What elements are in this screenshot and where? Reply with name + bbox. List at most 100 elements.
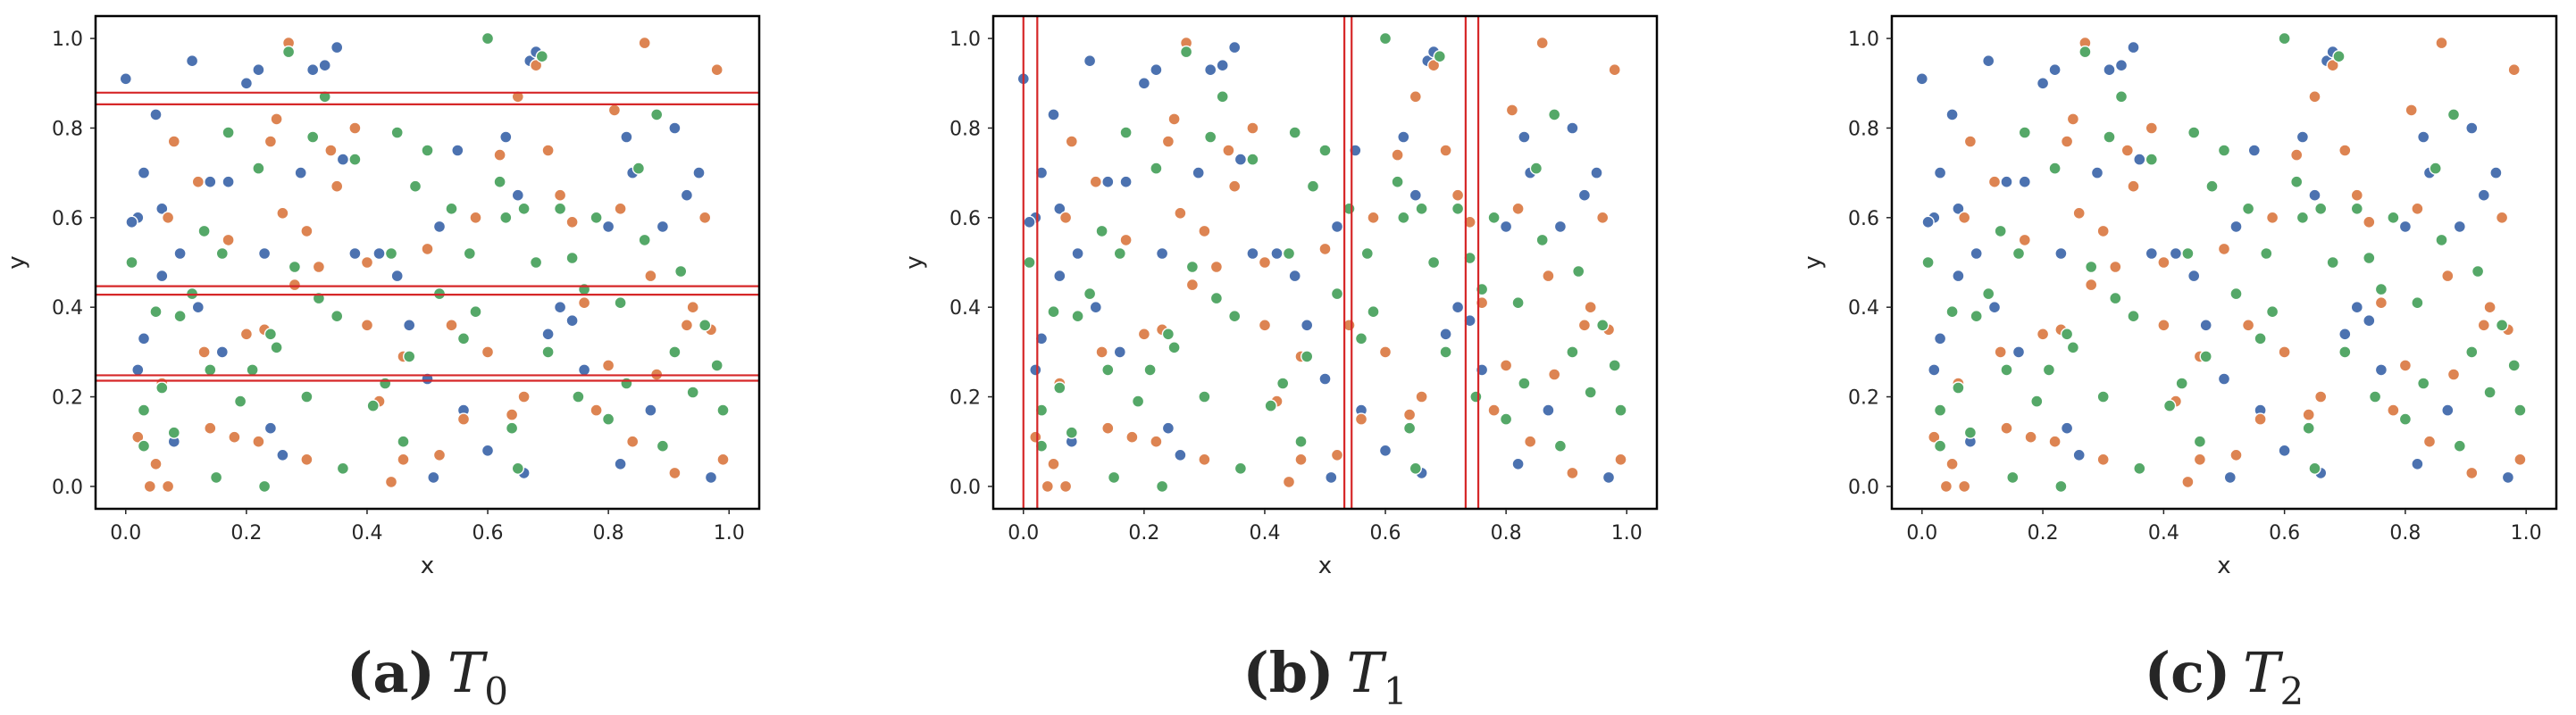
point-orange [1614,453,1627,466]
point-blue [1511,457,1525,470]
point-green [1994,224,2007,238]
point-green [1246,153,1259,166]
point-green [2011,246,2026,261]
point-orange [1487,403,1501,417]
point-green [246,363,259,377]
point-green [590,211,603,225]
y-tick-label: 0.8 [52,118,83,140]
x-tick-label: 0.6 [473,522,504,545]
point-orange [1209,260,1224,274]
point-green [1584,386,1597,399]
point-green [1354,332,1368,345]
point-blue [692,166,706,179]
point-green [493,175,506,188]
point-green [601,412,615,426]
point-orange [1101,421,1115,435]
y-axis-label: y [1800,255,1827,269]
point-blue [149,108,163,121]
point-blue [427,470,440,485]
point-green [1155,479,1169,494]
point-blue [2374,363,2388,377]
y-tick-label: 0.0 [52,477,83,499]
point-green [288,260,302,274]
scatter-points [119,31,730,494]
point-orange [1577,319,1592,332]
point-orange [1227,179,1242,193]
point-green [565,251,579,265]
point-orange [197,345,211,359]
point-blue [222,175,235,188]
point-green [1499,412,1513,426]
point-green [1608,359,1621,372]
point-green [2260,246,2273,261]
point-blue [2054,246,2068,261]
point-blue [318,58,331,72]
point-green [631,162,646,175]
point-green [2217,144,2231,157]
point-blue [2501,470,2515,485]
point-orange [1378,345,1393,359]
point-orange [1318,242,1332,256]
point-green [710,359,723,372]
point-green [1439,345,1452,359]
point-orange [1095,345,1108,359]
point-green [2296,211,2310,225]
point-green [2096,390,2110,403]
point-green [137,403,151,417]
point-orange [2465,466,2479,480]
point-orange [360,255,374,270]
point-orange [2241,319,2255,332]
plot-frame [991,14,1659,511]
point-blue [1161,421,1175,435]
point-green [1294,435,1308,448]
point-orange [565,215,579,229]
point-blue [2338,328,2352,341]
point-blue [620,130,633,144]
point-blue [185,54,199,68]
point-orange [541,144,555,157]
point-green [2199,350,2212,363]
point-blue [2145,246,2159,261]
y-tick-label: 0.6 [949,208,981,230]
point-orange [698,211,712,225]
point-blue [2090,166,2104,179]
x-tick-label: 1.0 [714,522,745,545]
point-blue [565,314,579,328]
point-green [1179,45,1193,59]
point-blue [330,40,344,54]
point-orange [397,453,410,466]
point-green [469,305,482,319]
point-blue [511,188,524,202]
point-green [1071,310,1084,323]
point-orange [607,104,622,117]
point-orange [270,112,283,126]
point-green [2254,332,2267,345]
point-green [1970,310,1983,323]
point-green [2187,126,2201,139]
point-orange [348,121,362,135]
point-green [1203,130,1217,144]
point-orange [1065,135,1079,148]
point-orange [2483,301,2497,314]
point-orange [601,359,615,372]
point-green [1952,381,1965,395]
point-green [2387,211,2400,225]
point-green [1415,202,1428,216]
y-tick-label: 1.0 [949,29,981,51]
point-blue [1034,166,1049,179]
point-orange [1258,255,1272,270]
point-blue [252,62,265,77]
point-green [197,224,211,238]
point-orange [1089,175,1103,188]
panel-caption: (b) T1 [1242,640,1407,713]
point-blue [1330,220,1344,234]
point-orange [1426,58,1441,72]
point-orange [1994,345,2007,359]
point-orange [252,435,265,448]
point-blue [656,220,670,234]
point-green [2127,310,2140,323]
point-green [2162,399,2177,412]
point-blue [2187,269,2201,283]
point-blue [1174,448,1187,461]
point-green [1161,328,1175,341]
